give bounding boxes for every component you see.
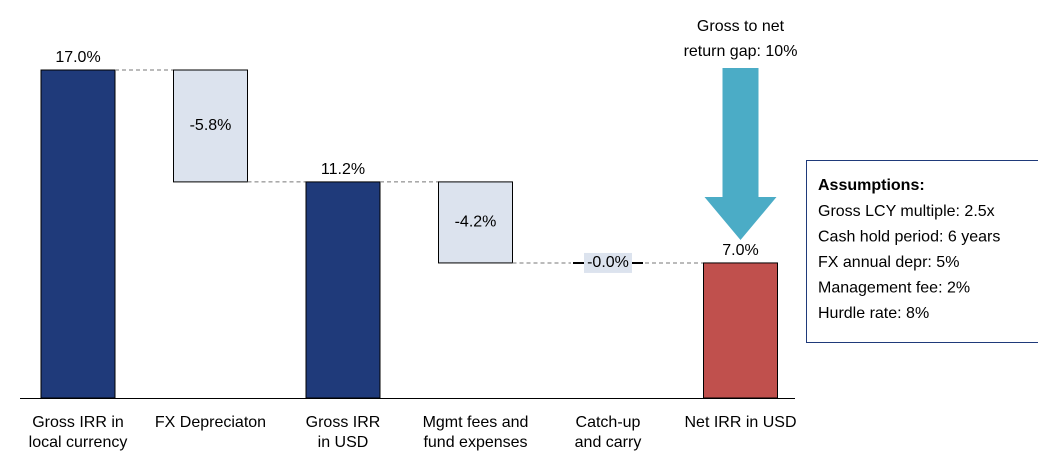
assumption-item: Hurdle rate: 8% bbox=[818, 305, 929, 322]
assumption-item: FX annual depr: 5% bbox=[818, 254, 959, 271]
x-tick-label: Net IRR in USD bbox=[684, 414, 796, 431]
label-bg bbox=[584, 252, 632, 273]
annotation: return gap: 10% bbox=[684, 43, 798, 60]
annotation: Gross to net bbox=[697, 18, 785, 35]
bar bbox=[703, 262, 778, 399]
data-label: 11.2% bbox=[321, 161, 365, 178]
assumption-item: Management fee: 2% bbox=[818, 280, 970, 297]
x-tick-label: and carry bbox=[575, 434, 642, 451]
assumption-item: Gross LCY multiple: 2.5x bbox=[818, 203, 995, 220]
x-tick-label: fund expenses bbox=[423, 434, 527, 451]
assumptions-box bbox=[806, 160, 1038, 343]
arrow bbox=[704, 68, 777, 240]
x-tick-label: Gross IRR bbox=[306, 414, 381, 431]
data-label: -5.8% bbox=[190, 117, 232, 134]
data-label: -4.2% bbox=[455, 214, 497, 231]
x-tick-label: Mgmt fees and bbox=[423, 414, 529, 431]
assumptions-title: Assumptions: bbox=[818, 177, 925, 194]
x-tick-label: in USD bbox=[318, 434, 369, 451]
x-tick-label: FX Depreciaton bbox=[155, 414, 266, 431]
data-label: 7.0% bbox=[722, 242, 758, 259]
x-tick-label: Catch-up bbox=[576, 414, 641, 431]
bar bbox=[40, 69, 116, 399]
data-label: 17.0% bbox=[55, 49, 100, 66]
assumption-item: Cash hold period: 6 years bbox=[818, 229, 1000, 246]
bar bbox=[305, 181, 381, 399]
data-label: -0.0% bbox=[587, 254, 629, 271]
x-tick-label: Gross IRR in bbox=[32, 414, 124, 431]
x-tick-label: local currency bbox=[29, 434, 128, 451]
bar bbox=[173, 69, 248, 183]
bar bbox=[438, 181, 513, 264]
